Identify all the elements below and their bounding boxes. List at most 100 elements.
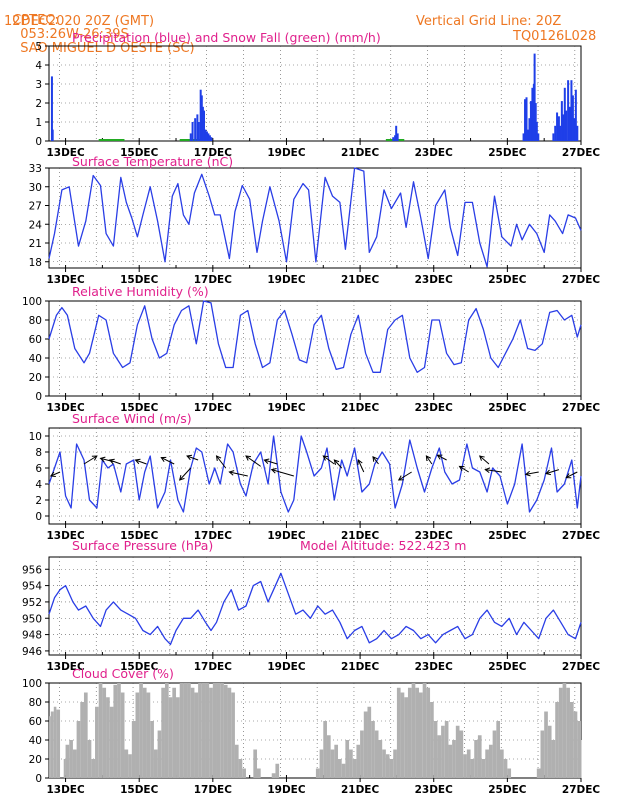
precip-bar: [560, 101, 563, 141]
cloud-bar: [220, 683, 224, 778]
cloud-bar: [452, 740, 456, 778]
cloud-bar: [253, 749, 258, 778]
cloud-ytick-label: 20: [29, 754, 42, 766]
wind-title: Surface Wind (m/s): [72, 411, 192, 426]
temperature-ytick-label: 18: [29, 257, 42, 269]
cloud-bar: [150, 721, 154, 778]
cloud-bar: [117, 683, 121, 778]
pressure-xtick-label: 19DEC: [267, 661, 306, 673]
wind-ytick-label: 10: [29, 431, 42, 443]
wind-arrow-head: [436, 454, 443, 460]
pressure-ytick-label: 954: [22, 581, 42, 593]
panel-wind: [45, 427, 582, 528]
cloud-bar: [455, 725, 460, 778]
cloud-bar: [139, 683, 143, 778]
header-model-code: TQ0126L028: [513, 29, 597, 44]
cloud-bar: [153, 749, 158, 778]
humidity-xtick-label: 27DEC: [562, 402, 601, 414]
pressure-title: Surface Pressure (hPa): [72, 538, 213, 553]
cloud-bar: [500, 749, 504, 778]
precip-bar: [202, 110, 205, 141]
wind-arrow: [479, 455, 490, 465]
cloud-bar: [334, 744, 339, 778]
precip-xtick-label: 13DEC: [46, 147, 85, 159]
pressure-ytick-label: 952: [22, 597, 42, 609]
cloud-bar: [95, 706, 99, 778]
cloud-bar: [404, 697, 408, 778]
panel-temperature: [45, 167, 582, 272]
wind-arrow: [425, 455, 433, 465]
precip-bar: [559, 125, 562, 141]
pressure-xtick-label: 17DEC: [194, 661, 233, 673]
cloud-bar: [488, 744, 493, 778]
cloud-bar: [558, 687, 563, 778]
cloud-bar: [157, 730, 162, 778]
precip-xtick-label: 27DEC: [562, 147, 601, 159]
cloud-bar: [481, 759, 486, 778]
pressure-xtick-label: 23DEC: [415, 661, 454, 673]
cloud-bar: [168, 697, 173, 778]
precip-xtick-label: 15DEC: [120, 147, 159, 159]
wind-arrow: [83, 455, 98, 465]
humidity-xtick-label: 17DEC: [194, 402, 233, 414]
cloud-bar: [547, 725, 552, 778]
precip-xtick-label: 19DEC: [267, 147, 306, 159]
cloud-bar: [53, 706, 57, 778]
wind-xtick-label: 19DEC: [267, 530, 306, 542]
wind-arrow-head: [478, 455, 485, 461]
precip-bar: [568, 106, 571, 141]
cloud-bar: [172, 687, 177, 778]
cloud-bar: [356, 744, 361, 778]
pressure-series-line: [48, 572, 582, 646]
cloud-xtick-label: 13DEC: [46, 784, 85, 796]
precip-bar: [567, 80, 570, 141]
cloud-bar: [315, 768, 320, 778]
cloud-bar: [201, 683, 206, 778]
wind-arrow: [485, 469, 502, 473]
precip-bar: [194, 118, 197, 141]
precip-bar: [563, 87, 566, 141]
wind-ytick-label: 8: [35, 447, 42, 459]
wind-arrow-head: [178, 475, 185, 481]
cloud-bar: [142, 687, 147, 778]
cloud-bar: [72, 749, 77, 778]
cloud-bar: [474, 740, 478, 778]
wind-xtick-label: 13DEC: [46, 530, 85, 542]
header-location: SAO MIGUEL D OESTE (SC): [20, 41, 195, 56]
temperature-series-line: [48, 167, 582, 268]
cloud-bar: [242, 768, 246, 778]
panel-precip: [45, 45, 582, 145]
precip-bar: [565, 110, 568, 141]
cloud-bar: [448, 744, 453, 778]
pressure-frame: [48, 556, 582, 656]
wind-arrow-head: [99, 456, 106, 463]
cloud-ytick-label: 0: [35, 773, 42, 785]
wind-arrow-head: [484, 467, 491, 474]
wind-arrow-head: [134, 458, 141, 465]
wind-arrow-head: [245, 455, 251, 461]
wind-xtick-label: 27DEC: [562, 530, 601, 542]
wind-arrow: [545, 469, 560, 475]
cloud-bar: [385, 754, 390, 778]
wind-arrow: [186, 455, 199, 461]
humidity-ytick-label: 0: [35, 391, 42, 403]
wind-arrow: [216, 455, 227, 469]
cloud-bar: [113, 684, 118, 778]
wind-xtick-label: 25DEC: [488, 530, 527, 542]
precip-bar: [554, 125, 557, 141]
precip-bar: [204, 129, 207, 141]
precip-bar: [394, 135, 397, 141]
cloud-xtick-label: 17DEC: [194, 784, 233, 796]
temperature-xtick-label: 19DEC: [267, 274, 306, 286]
precip-bar: [525, 97, 528, 141]
cloud-bar: [179, 683, 184, 778]
cloud-xtick-label: 27DEC: [562, 784, 601, 796]
wind-arrow: [179, 467, 192, 481]
cloud-bar: [330, 749, 335, 778]
precip-xtick-label: 21DEC: [341, 147, 380, 159]
precip-bar: [535, 122, 538, 141]
wind-arrow: [566, 471, 578, 479]
panel-pressure: [45, 556, 582, 659]
cloud-bar: [326, 735, 331, 778]
cloud-bar: [91, 759, 96, 778]
